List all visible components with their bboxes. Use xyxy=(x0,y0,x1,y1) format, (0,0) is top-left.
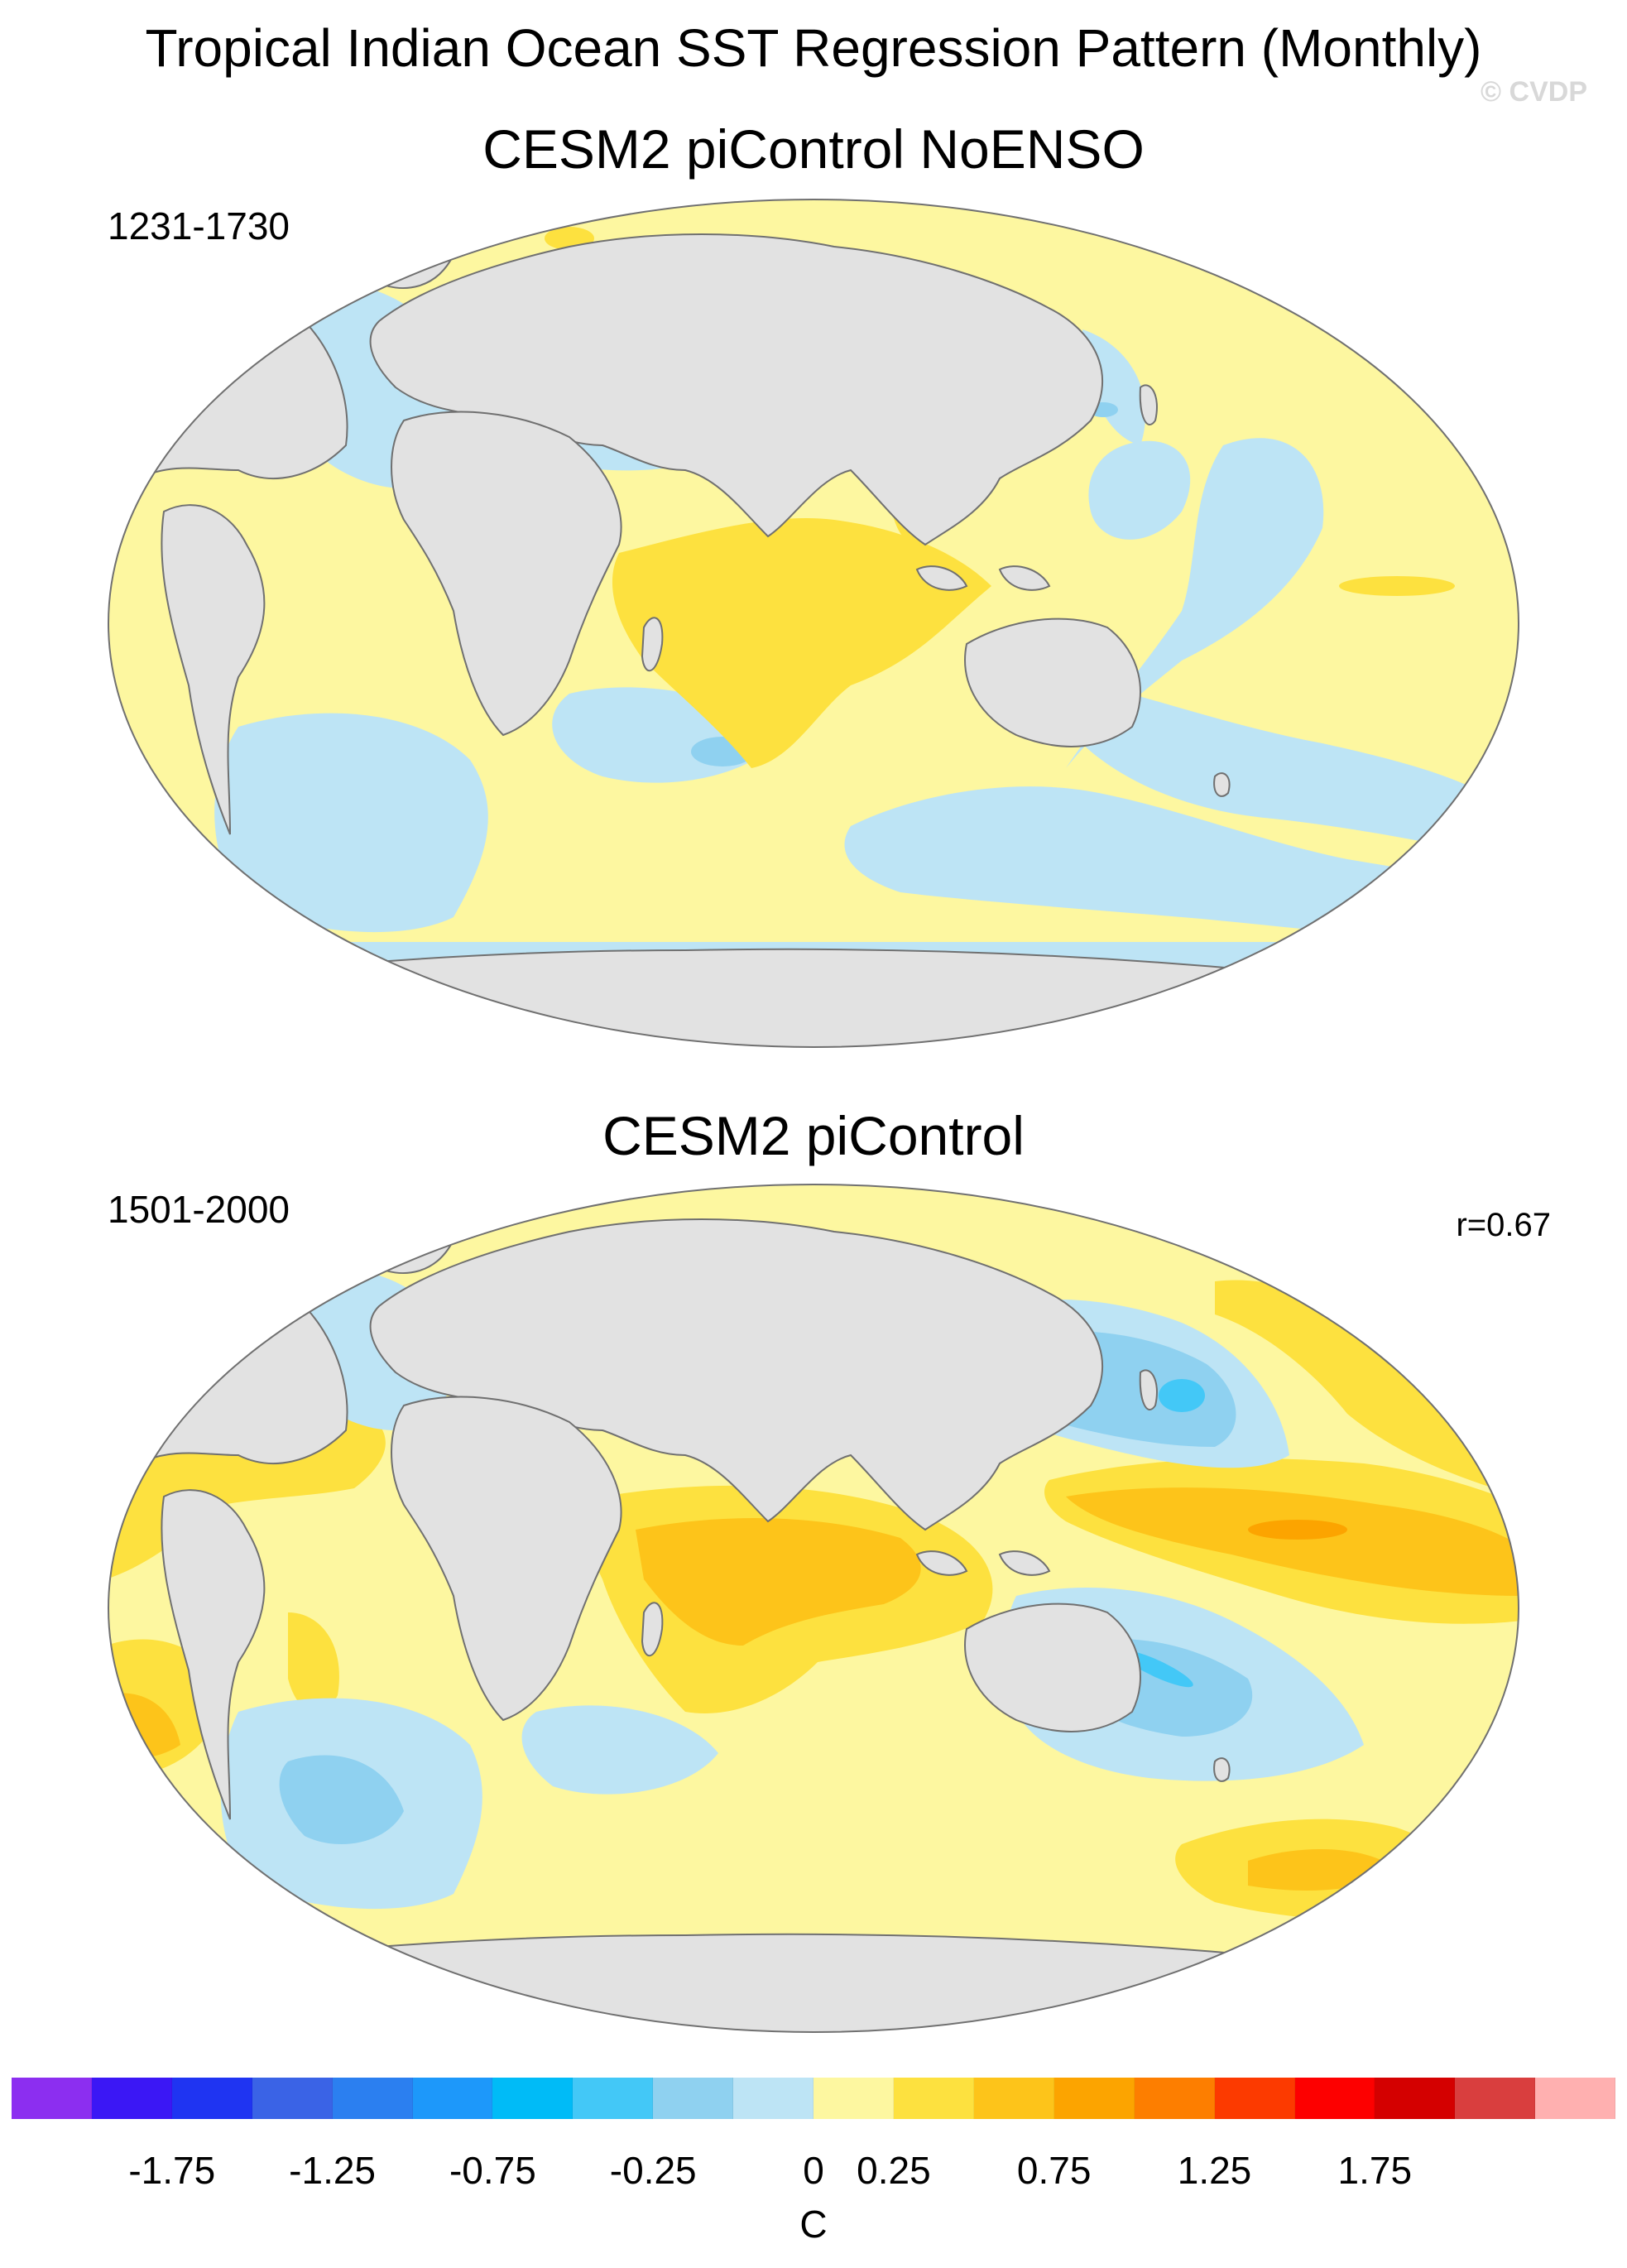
colorbar-tick-label: 1.75 xyxy=(1337,2149,1413,2192)
panel-1-map xyxy=(106,197,1521,1050)
colorbar-tick-label: -0.25 xyxy=(609,2149,697,2192)
panel-2-map-svg xyxy=(108,1184,1519,2033)
colorbar-segment xyxy=(171,2078,252,2119)
colorbar-segment xyxy=(1294,2078,1375,2119)
colorbar-segment xyxy=(412,2078,493,2119)
colorbar-tick-label: -0.75 xyxy=(449,2149,536,2192)
panel-2-years: 1501-2000 xyxy=(108,1188,290,1231)
globe-border xyxy=(108,199,1519,1048)
colorbar-segment xyxy=(91,2078,172,2119)
colorbar-units: C xyxy=(799,2203,828,2246)
figure-title: Tropical Indian Ocean SST Regression Pat… xyxy=(145,18,1482,78)
colorbar-tick-labels: -1.75 -1.25 -0.75 -0.25 0 0.25 0.75 1.25 1.75 xyxy=(12,2148,1615,2198)
colorbar-segment xyxy=(814,2078,894,2119)
colorbar-segment xyxy=(12,2078,92,2119)
colorbar-tick-label: -1.25 xyxy=(289,2149,377,2192)
colorbar-segment xyxy=(973,2078,1054,2119)
panel-1-title: CESM2 piControl NoENSO xyxy=(482,118,1145,180)
colorbar-tick-label: -1.75 xyxy=(128,2149,216,2192)
colorbar-segment xyxy=(252,2078,333,2119)
colorbar-segment xyxy=(1535,2078,1616,2119)
colorbar-segment xyxy=(1375,2078,1456,2119)
panel-1-years: 1231-1730 xyxy=(108,204,290,247)
colorbar-tick-label: 0.75 xyxy=(1016,2149,1092,2192)
colorbar-segment xyxy=(1053,2078,1135,2119)
colorbar-segment xyxy=(653,2078,734,2119)
colorbar-segment xyxy=(1214,2078,1295,2119)
colorbar-segment xyxy=(332,2078,413,2119)
colorbar xyxy=(12,2078,1616,2119)
colorbar-tick-label: 0.25 xyxy=(857,2149,931,2192)
colorbar-segment xyxy=(1455,2078,1536,2119)
panel-2-title: CESM2 piControl xyxy=(602,1105,1025,1166)
cvdp-credit: © CVDP xyxy=(1481,76,1587,108)
panel-1-map-svg xyxy=(108,199,1519,1048)
colorbar-segment xyxy=(492,2078,574,2119)
colorbar-segment xyxy=(1134,2078,1215,2119)
colorbar-tick-label: 0 xyxy=(803,2149,824,2192)
panel-2-correlation: r=0.67 xyxy=(1456,1207,1551,1243)
colorbar-segment xyxy=(893,2078,974,2119)
positive-anomaly-peak xyxy=(1248,1520,1347,1540)
globe-border xyxy=(108,1184,1519,2033)
colorbar-tick-label: 1.25 xyxy=(1177,2149,1252,2192)
colorbar-segment xyxy=(733,2078,814,2119)
panel-2-map xyxy=(106,1182,1521,2035)
colorbar-segment xyxy=(573,2078,654,2119)
